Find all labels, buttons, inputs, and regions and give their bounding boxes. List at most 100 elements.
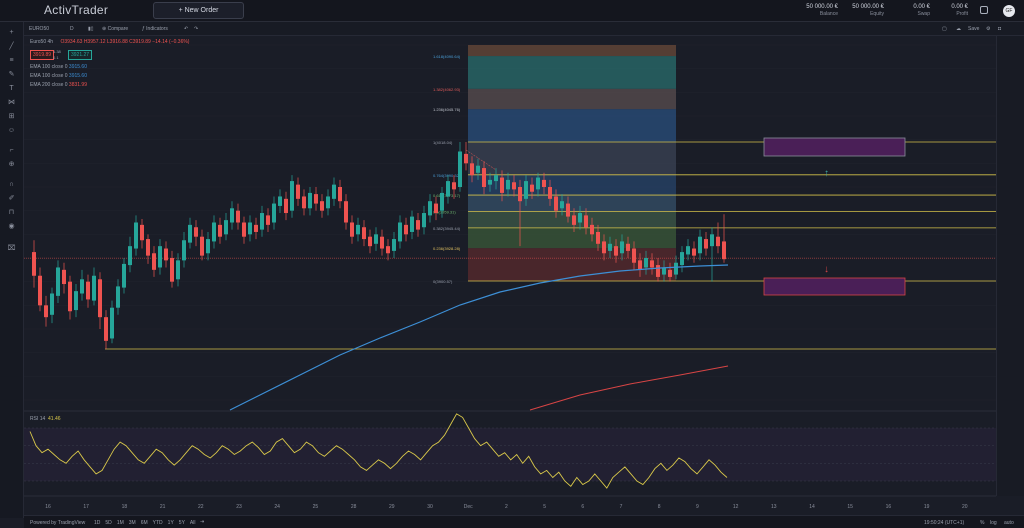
buy-price[interactable]: 3921.27 bbox=[68, 50, 93, 60]
candle bbox=[578, 213, 582, 223]
time-axis-label: 2 bbox=[505, 504, 508, 510]
range-button[interactable]: 1M bbox=[116, 520, 124, 526]
measure-icon[interactable]: ⌐ bbox=[9, 147, 14, 154]
candle bbox=[638, 260, 642, 270]
candle bbox=[200, 236, 204, 256]
avatar[interactable]: GF bbox=[1003, 5, 1015, 17]
candle bbox=[38, 275, 42, 306]
profit-stat[interactable]: 0.00 € Profit bbox=[951, 4, 968, 17]
undo-icon[interactable]: ↶ bbox=[184, 26, 189, 32]
arrow-down-icon: ↓ bbox=[824, 264, 829, 275]
candle bbox=[596, 231, 600, 244]
candle bbox=[266, 215, 270, 225]
trendline-icon[interactable]: ╱ bbox=[9, 43, 14, 50]
candle bbox=[626, 243, 630, 251]
candle bbox=[704, 239, 708, 249]
candle bbox=[452, 182, 456, 190]
rsi-label: RSI 14 bbox=[30, 416, 46, 422]
candle bbox=[230, 208, 234, 223]
interval-selector[interactable]: D bbox=[70, 26, 74, 32]
candle bbox=[614, 246, 618, 256]
text-icon[interactable]: T bbox=[9, 85, 14, 92]
fib-level-label: 0.5(3959.31) bbox=[433, 209, 456, 214]
range-button[interactable]: 3M bbox=[128, 520, 136, 526]
log-toggle[interactable]: log bbox=[990, 520, 997, 526]
ema100b-legend: EMA 100 close 0 3915.60 bbox=[30, 73, 87, 79]
candle bbox=[512, 182, 516, 190]
zoom-icon[interactable]: ⊕ bbox=[8, 161, 15, 168]
smile-icon[interactable]: ☺ bbox=[7, 127, 16, 134]
sell-price[interactable]: 3919.89 bbox=[30, 50, 55, 60]
fib-level-label: 1(4018.04) bbox=[433, 140, 453, 145]
indicators-button[interactable]: ƒ Indicators bbox=[142, 26, 168, 32]
candle bbox=[428, 201, 432, 216]
brush-icon[interactable]: ✎ bbox=[8, 71, 15, 78]
candle bbox=[164, 248, 168, 261]
candle bbox=[566, 203, 570, 217]
candle bbox=[62, 269, 66, 285]
candle bbox=[458, 151, 462, 187]
range-button[interactable]: 1Y bbox=[167, 520, 174, 526]
cloud-icon[interactable]: ☁ bbox=[956, 26, 961, 32]
range-button[interactable]: 5Y bbox=[178, 520, 185, 526]
candle bbox=[488, 179, 492, 185]
candle bbox=[410, 216, 414, 232]
legend-ohlc: O3934.63 H3957.12 L3916.88 C3919.89 −14.… bbox=[60, 39, 190, 45]
candle bbox=[212, 222, 216, 242]
compare-button[interactable]: ⊕ Compare bbox=[102, 26, 129, 32]
candle bbox=[146, 239, 150, 256]
arrow-up-icon: ↑ bbox=[824, 168, 829, 179]
symbol-selector[interactable]: EURO50 bbox=[29, 26, 50, 32]
candle bbox=[608, 243, 612, 251]
settings-icon[interactable]: ⚙ bbox=[986, 26, 991, 32]
eye-icon[interactable]: ◉ bbox=[8, 223, 15, 230]
time-axis-label: 5 bbox=[543, 504, 546, 510]
percent-toggle[interactable]: % bbox=[980, 520, 985, 526]
candle bbox=[620, 241, 624, 254]
candle bbox=[632, 248, 636, 263]
candle bbox=[284, 198, 288, 214]
powered-by: Powered by TradingView bbox=[30, 520, 86, 526]
ema100b-value: 3915.60 bbox=[68, 73, 87, 79]
magnet-icon[interactable]: ∩ bbox=[8, 181, 15, 188]
fullscreen-icon[interactable]: ▢ bbox=[942, 26, 947, 32]
time-axis-label: 6 bbox=[581, 504, 584, 510]
fib-level-label: 1.382(4062.93) bbox=[433, 87, 461, 92]
pattern-icon[interactable]: ⋈ bbox=[8, 99, 15, 106]
candle bbox=[56, 267, 60, 296]
candle bbox=[218, 224, 222, 237]
candle-type-icon[interactable]: ▮▯ bbox=[88, 26, 94, 32]
time-axis-label: 24 bbox=[274, 504, 280, 510]
candle bbox=[116, 286, 120, 308]
fib-level-label: 0.618(3973.17) bbox=[433, 193, 461, 198]
ruler-icon[interactable]: ⊞ bbox=[8, 113, 15, 120]
redo-icon[interactable]: ↷ bbox=[194, 26, 199, 32]
candle bbox=[314, 194, 318, 204]
range-button[interactable]: 1D bbox=[94, 520, 101, 526]
trash-icon[interactable]: ⌧ bbox=[7, 245, 16, 252]
candle bbox=[176, 260, 180, 280]
spread-top: 1.38 bbox=[53, 49, 61, 54]
range-button[interactable]: 6M bbox=[140, 520, 148, 526]
lock-draw-icon[interactable]: ✐ bbox=[8, 195, 15, 202]
range-button[interactable]: 5D bbox=[105, 520, 112, 526]
range-button[interactable]: YTD bbox=[152, 520, 163, 526]
crosshair-icon[interactable]: + bbox=[9, 29, 14, 36]
goto-date-icon[interactable]: ⇥ bbox=[200, 519, 205, 525]
new-order-button[interactable]: + New Order bbox=[153, 2, 244, 19]
lock-icon[interactable]: ⊓ bbox=[8, 209, 15, 216]
candle bbox=[404, 224, 408, 235]
notifications-icon[interactable] bbox=[980, 6, 988, 14]
candle bbox=[554, 196, 558, 211]
pitchfork-icon[interactable]: ≡ bbox=[9, 57, 14, 64]
candle bbox=[560, 201, 564, 209]
candle bbox=[278, 196, 282, 206]
ema100-value: 3915.60 bbox=[68, 64, 87, 70]
save-button[interactable]: Save bbox=[968, 26, 980, 32]
auto-toggle[interactable]: auto bbox=[1004, 520, 1014, 526]
candle bbox=[662, 267, 666, 275]
candle bbox=[692, 248, 696, 256]
camera-icon[interactable]: ◘ bbox=[998, 26, 1002, 32]
range-button[interactable]: All bbox=[189, 520, 196, 526]
